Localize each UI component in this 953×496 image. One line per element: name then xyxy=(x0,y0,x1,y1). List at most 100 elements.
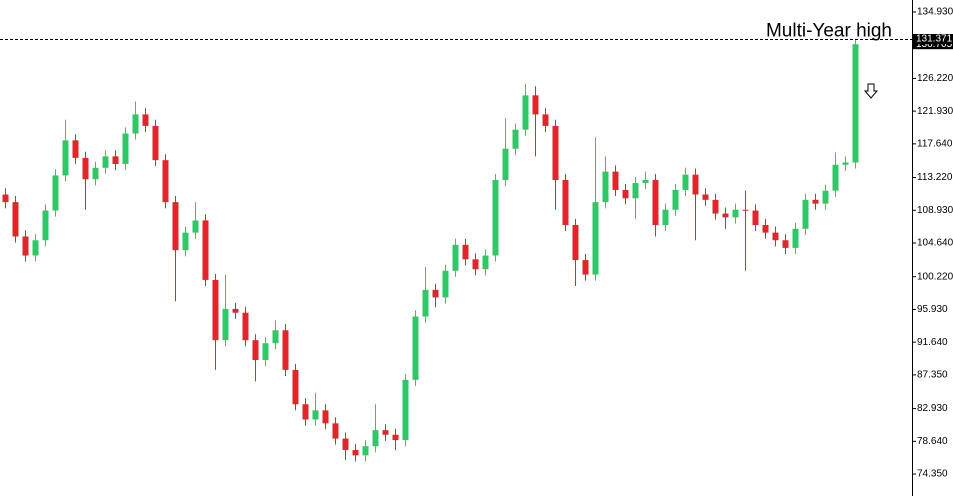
candle-body xyxy=(552,125,559,181)
candle-body xyxy=(222,308,229,341)
annotation: Multi-Year high xyxy=(766,21,892,42)
candle-body xyxy=(582,260,589,275)
y-tick-label: 104.640 xyxy=(917,238,953,249)
candle-body xyxy=(592,202,599,275)
candle-body xyxy=(432,289,439,298)
candle-body xyxy=(502,148,509,181)
candle-body xyxy=(522,95,529,130)
candle-body xyxy=(832,164,839,191)
candle-body xyxy=(692,174,699,195)
last-price-label: 130.705 xyxy=(916,39,953,50)
y-tick-label: 121.930 xyxy=(917,106,953,117)
candle-body xyxy=(162,160,169,203)
y-tick-label: 134.930 xyxy=(917,7,953,18)
y-tick-label: 91.640 xyxy=(917,337,948,348)
candle-body xyxy=(802,199,809,229)
candle-body xyxy=(172,202,179,251)
candle-body xyxy=(822,190,829,204)
candle-body xyxy=(532,95,539,115)
y-tick-label: 100.220 xyxy=(917,271,953,282)
candle-body xyxy=(102,156,109,168)
candle-body xyxy=(572,225,579,261)
candle-body xyxy=(762,225,769,233)
candle-body xyxy=(12,202,19,237)
candle-body xyxy=(812,199,819,204)
y-tick-label: 113.220 xyxy=(917,172,953,183)
candle-body xyxy=(542,114,549,126)
candle-body xyxy=(352,450,359,456)
candle-body xyxy=(672,189,679,210)
candle-body xyxy=(512,129,519,149)
candle-body xyxy=(252,340,259,361)
candle-body xyxy=(392,434,399,441)
candle-body xyxy=(652,180,659,226)
candle-body xyxy=(232,308,239,313)
candle-body xyxy=(702,194,709,200)
candle-body xyxy=(732,209,739,218)
candle-body xyxy=(132,114,139,134)
candle-body xyxy=(282,330,289,370)
candle-body xyxy=(262,343,269,361)
candle-body xyxy=(152,125,159,161)
candle-body xyxy=(752,210,759,226)
candle-body xyxy=(372,430,379,447)
y-tick-label: 108.930 xyxy=(917,205,953,216)
candle-body xyxy=(122,133,129,164)
candle-body xyxy=(72,140,79,158)
candle-body xyxy=(302,404,309,420)
y-tick-label: 78.640 xyxy=(917,436,948,447)
y-tick-label: 82.930 xyxy=(917,403,948,414)
candle-body xyxy=(442,270,449,298)
candle-body xyxy=(342,438,349,451)
candle-body xyxy=(192,220,199,233)
candle-body xyxy=(402,379,409,441)
candle-body xyxy=(242,312,249,341)
candle-body xyxy=(712,199,719,214)
candle-body xyxy=(642,180,649,184)
y-tick-label: 126.220 xyxy=(917,73,953,84)
candle-body xyxy=(482,255,489,270)
candle-body xyxy=(412,316,419,380)
candle-body xyxy=(792,228,799,248)
candle-body xyxy=(462,244,469,260)
candle-body xyxy=(92,167,99,180)
candle-body xyxy=(562,180,569,226)
candle-body xyxy=(42,210,49,241)
candle-body xyxy=(292,369,299,405)
candle-body xyxy=(452,244,459,271)
candle-body xyxy=(742,209,749,211)
candle-body xyxy=(332,423,339,439)
down-arrow-icon xyxy=(863,83,879,99)
candle-body xyxy=(2,194,9,203)
reference-price-box xyxy=(913,34,953,44)
candle-body xyxy=(272,330,279,344)
candle-body xyxy=(602,171,609,203)
candle-body xyxy=(492,180,499,256)
y-tick-label: 87.350 xyxy=(917,370,948,381)
candle-body xyxy=(382,430,389,435)
candle-body xyxy=(212,279,219,341)
candle-body xyxy=(32,240,39,256)
candle-body xyxy=(622,189,629,199)
last-price-box xyxy=(913,39,953,50)
candle-body xyxy=(782,240,789,248)
candle-body xyxy=(662,209,669,226)
candle-body xyxy=(682,174,689,190)
y-tick-label: 117.640 xyxy=(917,138,953,149)
y-tick-label: 95.930 xyxy=(917,304,948,315)
candle-body xyxy=(722,213,729,218)
candle-body xyxy=(612,171,619,190)
candle-body xyxy=(772,232,779,241)
candle-body xyxy=(142,114,149,126)
candle-body xyxy=(362,446,369,456)
candle-body xyxy=(422,289,429,317)
candle-body xyxy=(112,156,119,164)
candle-body xyxy=(202,220,209,280)
candle-body xyxy=(842,162,849,165)
reference-price-label: 131.371 xyxy=(916,34,953,45)
y-tick-label: 74.350 xyxy=(917,469,948,480)
candle-body xyxy=(322,410,329,424)
candle-body xyxy=(182,232,189,251)
